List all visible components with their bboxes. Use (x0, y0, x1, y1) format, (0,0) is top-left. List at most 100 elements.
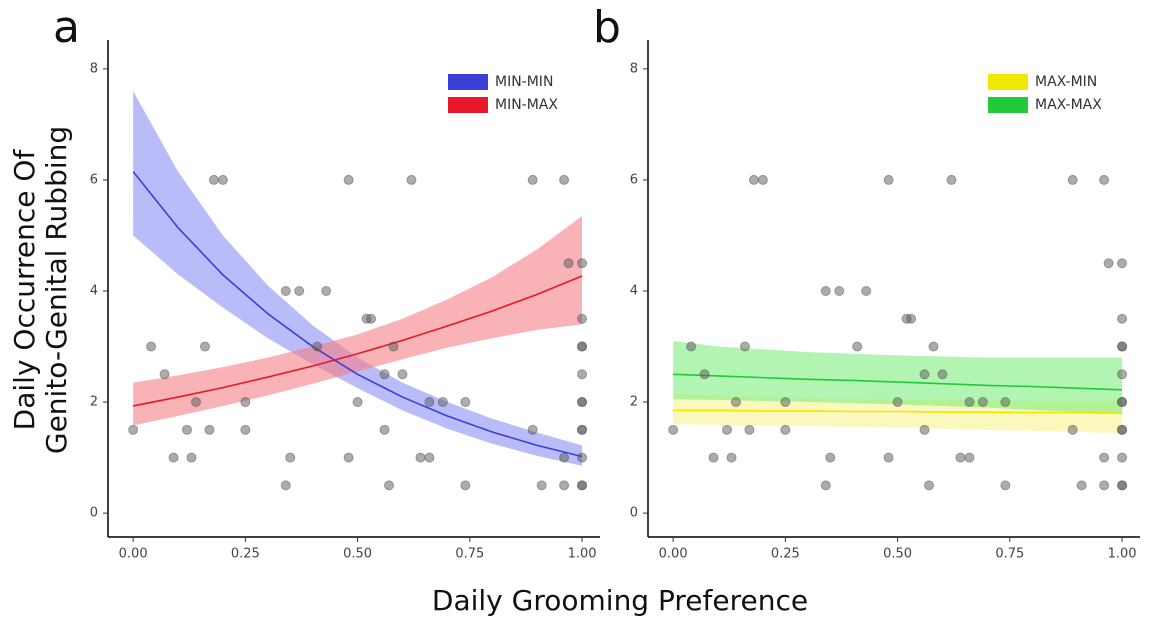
point (1117, 480, 1128, 491)
point (1099, 480, 1110, 491)
legend-swatch (988, 97, 1028, 113)
point (1117, 258, 1128, 269)
point (919, 369, 930, 380)
point (699, 369, 710, 380)
y-label-line: Daily Occurrence Of (8, 149, 41, 431)
y-tick-label: 6 (630, 172, 638, 187)
y-label-line: Genito-Genital Rubbing (40, 126, 73, 454)
point (834, 285, 845, 296)
point (1103, 258, 1114, 269)
point (379, 369, 390, 380)
point (708, 452, 719, 463)
point (964, 397, 975, 408)
point (1000, 397, 1011, 408)
confidence-band (673, 340, 1123, 415)
fit-line (673, 373, 1123, 391)
x-tick-label: 0.50 (883, 547, 912, 562)
fit-line (132, 275, 583, 407)
point (415, 452, 426, 463)
point (1067, 424, 1078, 435)
point (204, 424, 215, 435)
point (722, 424, 733, 435)
point (1099, 452, 1110, 463)
x-tick-label: 0.25 (771, 547, 800, 562)
x-tick-label: 0.75 (455, 547, 484, 562)
point (343, 174, 354, 185)
point (397, 369, 408, 380)
point (825, 452, 836, 463)
point (312, 341, 323, 352)
y-tick-label: 2 (90, 395, 98, 410)
point (186, 452, 197, 463)
point (379, 424, 390, 435)
point (437, 397, 448, 408)
point (964, 452, 975, 463)
point (424, 452, 435, 463)
point (343, 452, 354, 463)
point (1076, 480, 1087, 491)
point (577, 258, 588, 269)
point (686, 341, 697, 352)
point (820, 285, 831, 296)
point (527, 424, 538, 435)
point (199, 341, 210, 352)
legend-label: MIN-MAX (495, 97, 558, 113)
point (955, 452, 966, 463)
y-tick-label: 8 (630, 61, 638, 76)
y-tick-label: 4 (630, 283, 638, 298)
y-tick-label: 0 (630, 506, 638, 521)
point (217, 174, 228, 185)
point (668, 424, 679, 435)
point (460, 480, 471, 491)
point (919, 424, 930, 435)
point (928, 341, 939, 352)
point (739, 341, 750, 352)
point (384, 480, 395, 491)
y-tick-label: 2 (630, 395, 638, 410)
point (1117, 313, 1128, 324)
point (536, 480, 547, 491)
point (937, 369, 948, 380)
legend-swatch (448, 97, 488, 113)
point (852, 341, 863, 352)
point (906, 313, 917, 324)
x-tick-label: 0.75 (995, 547, 1024, 562)
point (128, 424, 139, 435)
point (182, 424, 193, 435)
x-label: Daily Grooming Preference (432, 584, 808, 617)
point (240, 397, 251, 408)
point (406, 174, 417, 185)
panel-label: a (53, 2, 80, 53)
point (240, 424, 251, 435)
point (424, 397, 435, 408)
point (780, 424, 791, 435)
legend-swatch (988, 74, 1028, 90)
point (321, 285, 332, 296)
point (366, 313, 377, 324)
x-tick-label: 0.00 (659, 547, 688, 562)
point (352, 397, 363, 408)
point (208, 174, 219, 185)
point (563, 258, 574, 269)
point (730, 397, 741, 408)
point (1000, 480, 1011, 491)
confidence-band (133, 91, 583, 466)
y-tick-label: 0 (90, 506, 98, 521)
point (1067, 174, 1078, 185)
legend-swatch (448, 74, 488, 90)
point (577, 369, 588, 380)
x-tick-label: 1.00 (568, 547, 597, 562)
point (744, 424, 755, 435)
point (892, 397, 903, 408)
y-tick-label: 4 (90, 283, 98, 298)
point (861, 285, 872, 296)
point (559, 480, 570, 491)
point (1117, 424, 1128, 435)
panel-label: b (593, 2, 621, 53)
x-tick-label: 0.00 (119, 547, 148, 562)
x-tick-label: 0.50 (343, 547, 372, 562)
point (1117, 397, 1128, 408)
legend-label: MAX-MIN (1035, 74, 1097, 90)
x-tick-label: 1.00 (1108, 547, 1137, 562)
